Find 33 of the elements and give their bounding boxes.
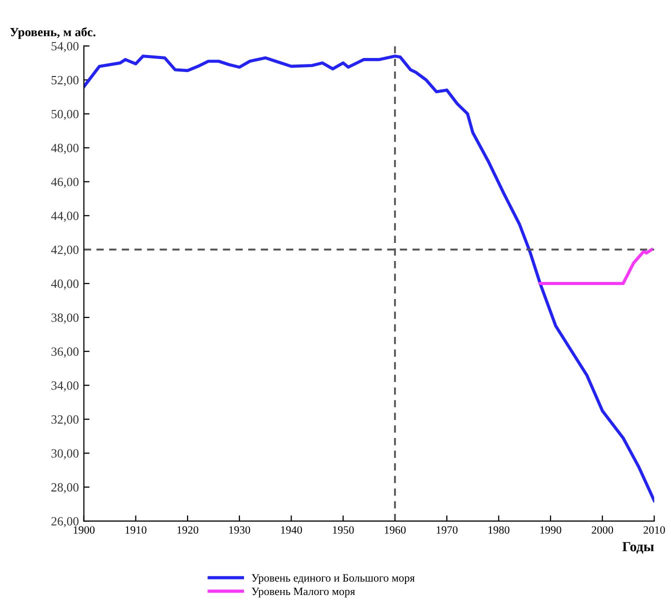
x-tick-label: 1940 bbox=[281, 526, 302, 534]
x-tick-label: 1970 bbox=[436, 526, 458, 534]
x-tick-label: 1930 bbox=[229, 526, 250, 534]
y-tick-label: 52,00 bbox=[52, 76, 79, 86]
y-tick-label: 28,00 bbox=[51, 483, 79, 494]
y-tick-label: 30,00 bbox=[51, 449, 79, 460]
x-axis-title: Годы bbox=[622, 542, 654, 554]
x-tick-label: 1910 bbox=[126, 526, 146, 534]
y-tick-label: 34,00 bbox=[51, 381, 79, 392]
y-axis-title: Уровень, м абс. bbox=[10, 27, 96, 39]
y-tick-label: 40,00 bbox=[51, 280, 79, 290]
y-tick-label: 54,00 bbox=[52, 42, 79, 52]
x-tick-label: 1980 bbox=[488, 526, 510, 534]
line-series bbox=[84, 54, 654, 502]
x-tick-label: 2010 bbox=[644, 526, 665, 534]
x-tick-label: 1900 bbox=[74, 526, 95, 534]
legend-label: Уровень Малого моря bbox=[252, 588, 355, 598]
x-tick-label: 2000 bbox=[592, 526, 614, 534]
y-tick-label: 42,00 bbox=[51, 246, 79, 256]
y-tick-label: 50,00 bbox=[52, 110, 79, 120]
x-tick-label: 1990 bbox=[540, 526, 562, 534]
x-tick-label: 1950 bbox=[332, 526, 354, 534]
x-tick-label: 1920 bbox=[177, 526, 198, 534]
y-tick-label: 32,00 bbox=[51, 415, 79, 426]
legend-label: Уровень единого и Большого моря bbox=[252, 574, 415, 584]
y-tick-label: 38,00 bbox=[51, 313, 79, 324]
x-tick-label: 1960 bbox=[384, 526, 406, 534]
line-series bbox=[538, 248, 654, 286]
y-tick-label: 44,00 bbox=[51, 212, 79, 222]
y-tick-label: 26,00 bbox=[51, 517, 79, 528]
y-tick-label: 36,00 bbox=[51, 347, 79, 358]
y-tick-label: 48,00 bbox=[51, 144, 79, 154]
y-tick-label: 46,00 bbox=[51, 178, 79, 188]
